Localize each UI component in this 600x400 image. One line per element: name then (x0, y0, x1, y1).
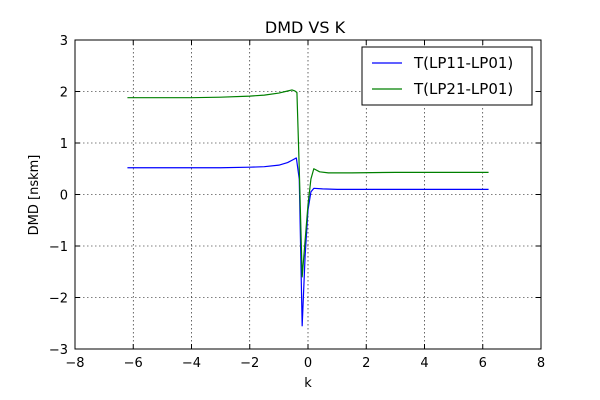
series-line-lp21 (127, 89, 489, 278)
axis-ticks: −8 −6 −4 −2 0 2 4 6 8 −3 −2 −1 0 1 2 3 (49, 34, 545, 371)
y-tick-label: −2 (49, 292, 68, 307)
y-axis-label: DMD [nskm] (27, 155, 42, 236)
x-tick-label: −2 (240, 356, 259, 371)
x-tick-label: 0 (304, 356, 312, 371)
x-tick-label: −6 (124, 356, 143, 371)
y-tick-label: 2 (60, 86, 68, 101)
legend-label-lp11: T(LP11-LP01) (413, 54, 513, 72)
x-tick-label: 8 (537, 356, 545, 371)
x-tick-label: 6 (479, 356, 487, 371)
x-tick-label: 2 (362, 356, 370, 371)
x-tick-label: −8 (65, 356, 84, 371)
legend: T(LP11-LP01) T(LP21-LP01) (361, 46, 533, 106)
y-tick-label: −3 (49, 343, 68, 358)
y-tick-label: 3 (60, 34, 68, 49)
x-tick-label: −4 (182, 356, 201, 371)
series-layer (127, 89, 489, 327)
y-tick-label: 1 (60, 137, 68, 152)
x-tick-label: 4 (420, 356, 428, 371)
y-tick-label: −1 (49, 240, 68, 255)
legend-label-lp21: T(LP21-LP01) (413, 80, 513, 98)
y-tick-label: 0 (60, 189, 68, 204)
legend-box (361, 46, 533, 106)
x-axis-label: k (304, 376, 312, 391)
chart-title: DMD VS K (265, 18, 346, 37)
